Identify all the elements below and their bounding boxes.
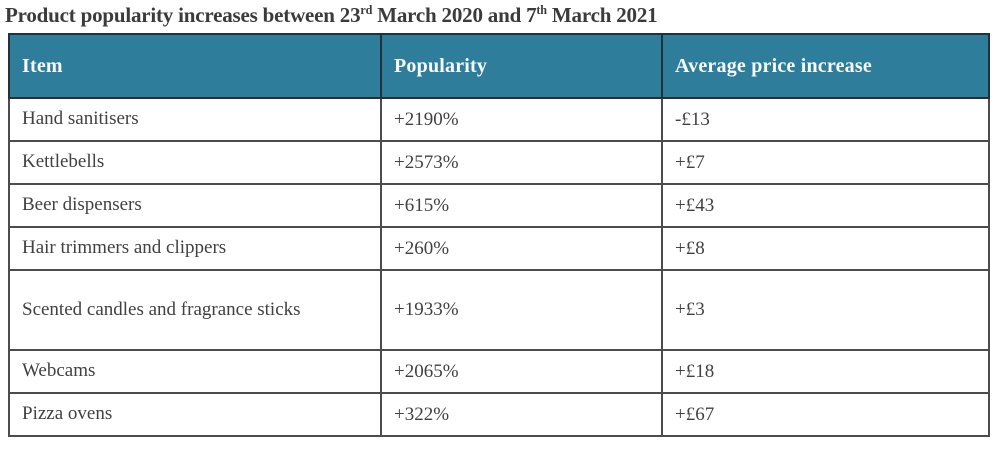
- cell-popularity: +2065%: [380, 349, 663, 394]
- cell-item: Beer dispensers: [8, 183, 382, 228]
- cell-price: +£3: [661, 269, 990, 351]
- item-label: Scented candles and fragrance sticks: [22, 298, 301, 320]
- title-ordinal-th: th: [536, 3, 547, 17]
- cell-popularity: +1933%: [380, 269, 663, 351]
- title-text-pre: Product popularity increases between 23: [5, 3, 361, 27]
- cell-item: Hair trimmers and clippers: [8, 226, 382, 271]
- cell-popularity: +260%: [380, 226, 663, 271]
- cell-item: Hand sanitisers: [8, 97, 382, 142]
- cell-popularity: +615%: [380, 183, 663, 228]
- title-ordinal-rd: rd: [360, 3, 373, 17]
- cell-price: +£7: [661, 140, 990, 185]
- title-text-mid: March 2020 and 7: [372, 3, 537, 27]
- cell-item: Scented candles and fragrance sticks: [8, 269, 382, 351]
- page: Product popularity increases between 23r…: [0, 3, 1000, 455]
- table-row: Scented candles and fragrance sticks +19…: [8, 269, 990, 351]
- table-row: Hair trimmers and clippers +260% +£8: [8, 226, 990, 271]
- header-item: Item: [8, 33, 382, 99]
- item-label: Webcams: [22, 360, 96, 382]
- cell-popularity: +2573%: [380, 140, 663, 185]
- cell-item: Webcams: [8, 349, 382, 394]
- item-label: Beer dispensers: [22, 194, 142, 216]
- cell-price: +£43: [661, 183, 990, 228]
- header-average-price-increase: Average price increase: [661, 33, 990, 99]
- table-row: Kettlebells +2573% +£7: [8, 140, 990, 185]
- cell-price: +£8: [661, 226, 990, 271]
- cell-price: +£18: [661, 349, 990, 394]
- table-title: Product popularity increases between 23r…: [5, 3, 1000, 28]
- item-label: Kettlebells: [22, 151, 105, 173]
- cell-popularity: +2190%: [380, 97, 663, 142]
- cell-item: Pizza ovens: [8, 392, 382, 437]
- cell-price: +£67: [661, 392, 990, 437]
- table-row: Pizza ovens +322% +£67: [8, 392, 990, 437]
- cell-item: Kettlebells: [8, 140, 382, 185]
- item-label: Pizza ovens: [22, 403, 113, 425]
- title-text-post: March 2021: [546, 3, 658, 27]
- item-label: Hair trimmers and clippers: [22, 237, 227, 259]
- product-popularity-table: Item Popularity Average price increase H…: [8, 33, 990, 437]
- table-row: Beer dispensers +615% +£43: [8, 183, 990, 228]
- cell-popularity: +322%: [380, 392, 663, 437]
- cell-price: -£13: [661, 97, 990, 142]
- table-row: Webcams +2065% +£18: [8, 349, 990, 394]
- header-popularity: Popularity: [380, 33, 663, 99]
- item-label: Hand sanitisers: [22, 108, 139, 130]
- table-row: Hand sanitisers +2190% -£13: [8, 97, 990, 142]
- table-header-row: Item Popularity Average price increase: [8, 33, 990, 99]
